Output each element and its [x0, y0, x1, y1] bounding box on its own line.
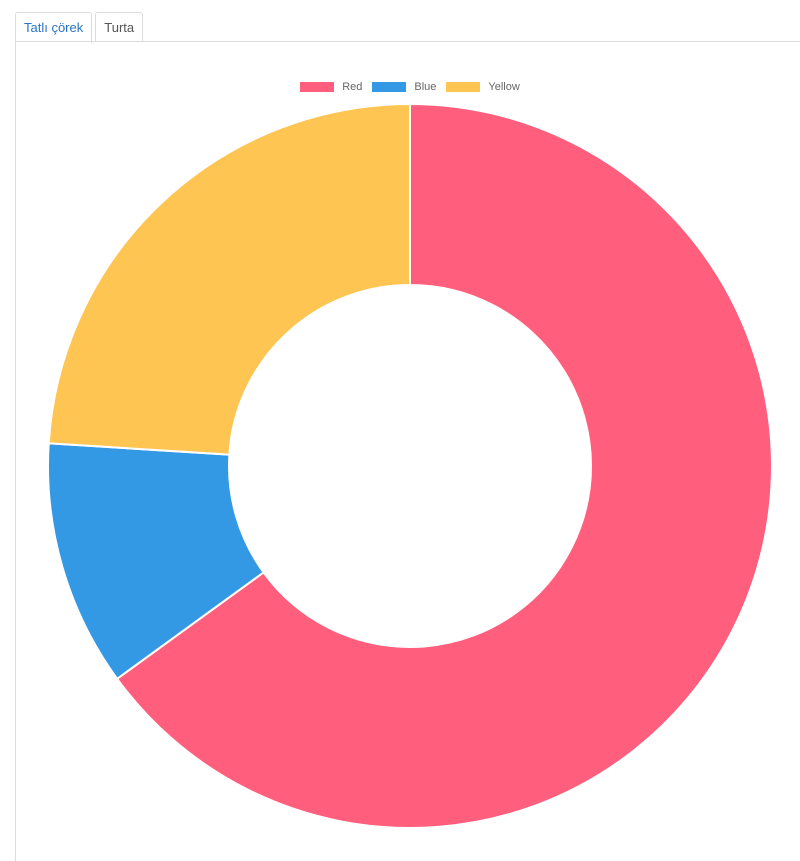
- legend-swatch-red: [300, 82, 335, 92]
- tab-pie[interactable]: Turta: [95, 12, 144, 41]
- tab-bar: Tatlı çörek Turta: [15, 12, 144, 43]
- slice-yellow[interactable]: [47, 102, 411, 456]
- legend-label-yellow: Yellow: [488, 81, 520, 93]
- legend-label-blue: Blue: [414, 81, 437, 93]
- legend-swatch-blue: [372, 82, 407, 92]
- legend-label-red: Red: [342, 81, 363, 93]
- tab-doughnut[interactable]: Tatlı çörek: [15, 12, 93, 43]
- chart-legend: Red Blue Yellow: [0, 81, 800, 93]
- legend-item-red[interactable]: Red: [300, 81, 362, 93]
- chart-panel: [15, 41, 800, 861]
- slice-red[interactable]: [115, 102, 773, 829]
- legend-item-yellow[interactable]: Yellow: [446, 81, 520, 93]
- legend-item-blue[interactable]: Blue: [372, 81, 436, 93]
- legend-swatch-yellow: [446, 82, 481, 92]
